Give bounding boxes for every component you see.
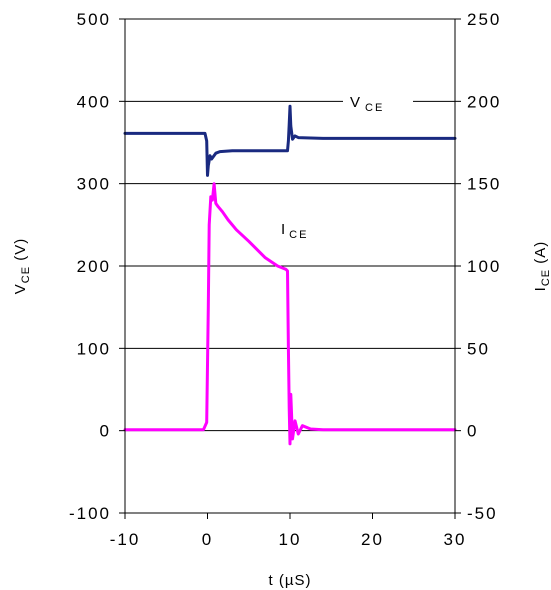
y-left-tick-label: 0 (100, 422, 111, 441)
y-left-tick-label: -100 (69, 504, 111, 523)
y-right-tick-label: 200 (467, 92, 501, 111)
vce-label-bg (343, 90, 413, 112)
y-left-tick-label: 300 (77, 175, 111, 194)
y-left-tick-label: 200 (77, 257, 111, 276)
y-left-axis-label: VCE (V) (12, 238, 32, 294)
y-right-tick-label: 250 (467, 10, 501, 29)
ice-annotation: I CE (281, 221, 308, 241)
x-tick-label: 20 (361, 530, 384, 549)
series-line-ice (123, 182, 457, 446)
x-tick-label: 30 (444, 530, 467, 549)
y-right-tick-label: 150 (467, 175, 501, 194)
y-right-axis-label: ICE (A) (532, 241, 551, 292)
ice-label-bg (276, 218, 318, 240)
y-left-tick-label: 500 (77, 10, 111, 29)
series-line-vce (123, 104, 457, 177)
vce-annotation: V CE (350, 94, 384, 114)
y-left-tick-label: 400 (77, 92, 111, 111)
y-right-tick-label: 100 (467, 257, 501, 276)
plot-area (123, 104, 457, 446)
axes (119, 18, 461, 519)
y-right-tick-label: -50 (467, 504, 498, 523)
x-tick-label: 0 (202, 530, 213, 549)
y-right-tick-label: 50 (467, 339, 490, 358)
y-left-tick-label: 100 (77, 339, 111, 358)
y-right-tick-label: 0 (467, 422, 478, 441)
axis-labels: -10 0 10 20 30-1000100200300400500-500501001… (12, 10, 551, 589)
x-tick-label: 10 (279, 530, 302, 549)
x-tick-label: -10 (110, 530, 141, 549)
x-axis-label: t (µS) (269, 572, 312, 589)
